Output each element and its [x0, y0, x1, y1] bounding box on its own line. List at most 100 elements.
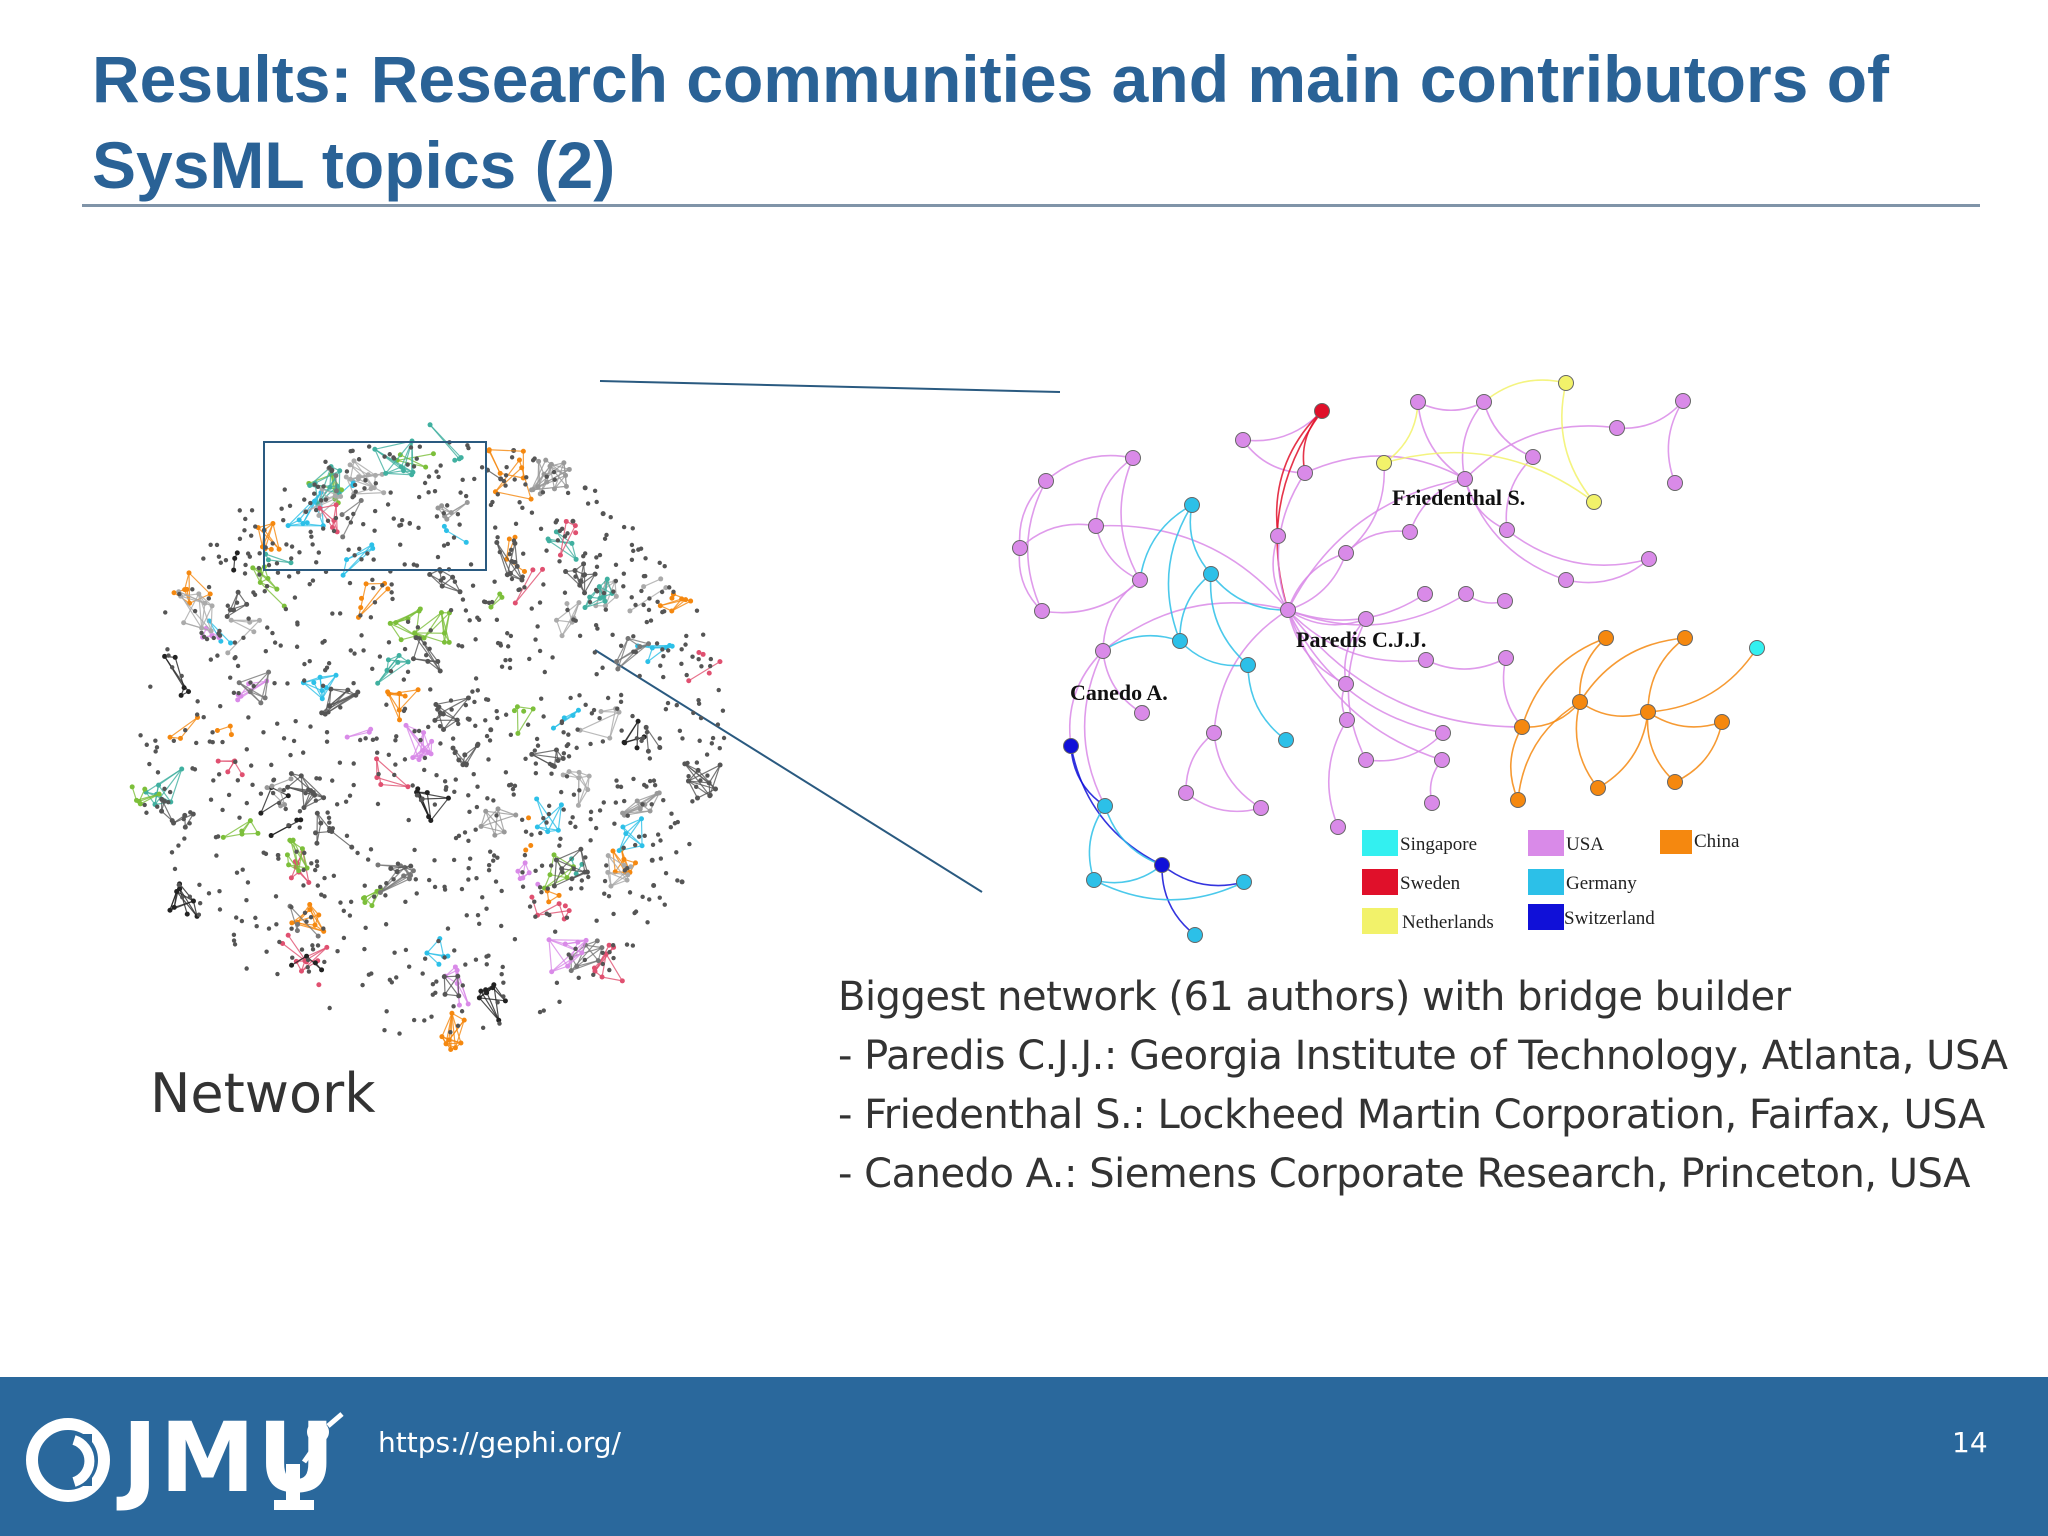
detail-node — [1012, 540, 1028, 556]
overview-node — [201, 715, 206, 720]
overview-node — [321, 526, 326, 531]
overview-node — [383, 893, 388, 898]
overview-node — [270, 790, 276, 796]
detail-node — [1558, 572, 1574, 588]
overview-node — [557, 999, 562, 1005]
overview-node — [615, 666, 621, 672]
overview-node — [317, 674, 323, 680]
overview-node — [558, 836, 563, 841]
overview-node — [420, 748, 426, 754]
overview-node — [453, 749, 458, 754]
overview-node — [684, 633, 689, 639]
overview-node — [382, 1028, 387, 1033]
overview-node — [285, 932, 291, 938]
overview-node — [441, 523, 447, 529]
overview-node — [225, 603, 230, 608]
slide-title: Results: Research communities and main c… — [92, 42, 1890, 202]
overview-edge — [158, 768, 183, 786]
overview-node — [303, 791, 308, 796]
overview-node — [289, 556, 294, 561]
overview-node — [669, 595, 675, 601]
overview-node — [171, 738, 177, 744]
overview-edge — [249, 671, 270, 693]
overview-node — [315, 863, 320, 869]
overview-node — [355, 850, 360, 856]
detail-edge — [1093, 879, 1245, 901]
overview-node — [561, 715, 567, 721]
overview-node — [563, 569, 569, 575]
overview-node — [345, 515, 350, 521]
overview-node — [374, 750, 380, 755]
overview-node — [503, 658, 508, 663]
overview-edge — [649, 792, 660, 812]
overview-node — [471, 772, 476, 777]
overview-edge — [198, 593, 212, 632]
overview-node — [340, 534, 346, 540]
overview-node — [602, 878, 608, 884]
overview-edge — [198, 593, 203, 629]
overview-node — [311, 498, 317, 504]
overview-node — [625, 813, 630, 818]
overview-node — [514, 563, 520, 569]
overview-node — [358, 497, 364, 503]
overview-edge — [623, 736, 645, 743]
overview-node — [288, 875, 294, 881]
overview-node — [495, 1000, 500, 1005]
overview-node — [611, 911, 616, 917]
overview-node — [239, 918, 245, 924]
overview-node — [410, 755, 416, 761]
overview-node — [237, 508, 242, 513]
overview-node — [197, 882, 202, 888]
overview-node — [312, 960, 318, 966]
overview-node — [286, 862, 292, 868]
overview-node — [654, 791, 660, 797]
overview-node — [615, 706, 620, 711]
overview-node — [439, 1034, 445, 1040]
overview-node — [255, 830, 261, 836]
overview-edge — [287, 775, 302, 788]
overview-node — [441, 726, 447, 732]
overview-node — [201, 634, 207, 639]
overview-node — [362, 946, 367, 952]
overview-node — [463, 608, 469, 613]
overview-node — [576, 769, 582, 775]
overview-node — [218, 560, 224, 565]
overview-node — [350, 495, 355, 500]
overview-node — [522, 860, 528, 866]
legend-swatch-switzerland — [1528, 904, 1564, 930]
footer-url-link[interactable]: https://gephi.org/ — [378, 1426, 621, 1459]
overview-node — [577, 582, 583, 588]
detail-node — [1280, 602, 1296, 618]
overview-node — [639, 588, 644, 594]
overview-node — [546, 899, 552, 905]
overview-node — [434, 772, 439, 778]
overview-node — [529, 751, 535, 757]
overview-node — [386, 752, 392, 758]
overview-node — [286, 823, 291, 828]
overview-node — [515, 730, 521, 736]
overview-node — [632, 860, 638, 866]
overview-node — [295, 622, 300, 627]
overview-edge — [452, 576, 461, 593]
overview-node — [216, 772, 222, 777]
overview-node — [411, 464, 417, 469]
overview-node — [566, 769, 572, 775]
overview-edge — [531, 465, 551, 491]
overview-node — [434, 514, 440, 519]
overview-edge — [444, 502, 468, 517]
overview-edge — [440, 697, 469, 714]
overview-edge — [414, 632, 445, 643]
overview-node — [390, 596, 395, 602]
detail-edge — [1287, 593, 1467, 626]
overview-node — [663, 706, 669, 712]
overview-node — [694, 784, 699, 790]
overview-node — [659, 589, 665, 595]
overview-edge — [443, 713, 458, 721]
overview-node — [313, 507, 319, 513]
overview-node — [541, 1008, 546, 1013]
overview-node — [405, 784, 411, 790]
overview-node — [564, 601, 570, 607]
overview-node — [325, 810, 330, 815]
overview-node — [568, 695, 573, 701]
overview-node — [565, 531, 570, 536]
